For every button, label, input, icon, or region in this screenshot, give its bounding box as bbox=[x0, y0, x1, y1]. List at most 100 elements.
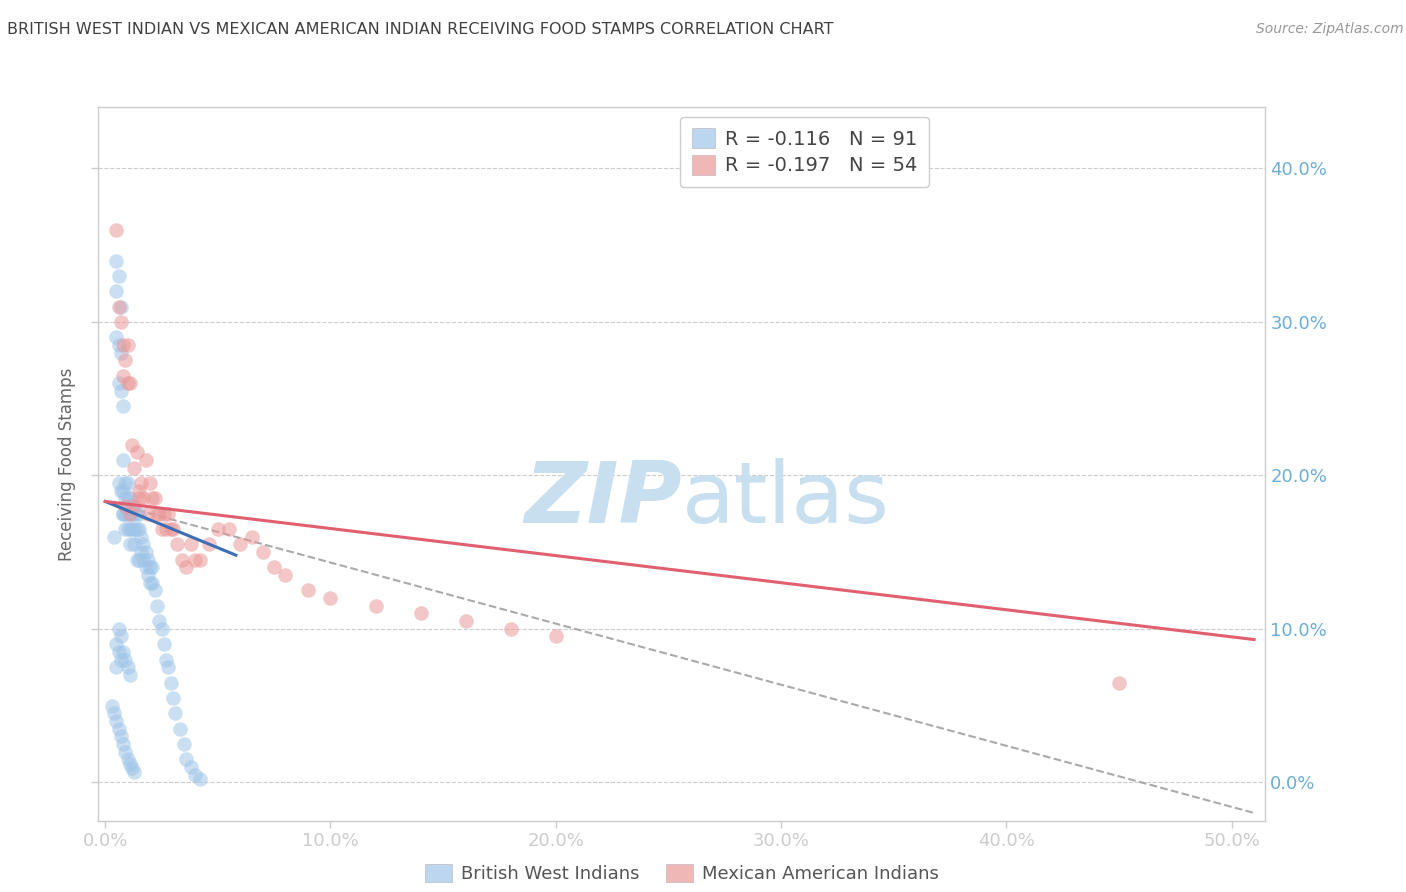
Point bbox=[117, 491, 139, 506]
Point bbox=[110, 315, 132, 329]
Point bbox=[146, 599, 169, 613]
Point bbox=[124, 460, 146, 475]
Point bbox=[252, 545, 274, 559]
Point bbox=[107, 376, 129, 391]
Point bbox=[103, 530, 125, 544]
Point bbox=[114, 353, 136, 368]
Point bbox=[112, 368, 135, 383]
Point bbox=[166, 537, 188, 551]
Point bbox=[114, 499, 136, 513]
Point bbox=[188, 772, 211, 787]
Point bbox=[162, 690, 184, 705]
Point bbox=[174, 752, 197, 766]
Point bbox=[454, 614, 477, 628]
Point bbox=[174, 560, 197, 574]
Point bbox=[112, 399, 135, 413]
Point bbox=[132, 553, 155, 567]
Point bbox=[132, 537, 155, 551]
Point bbox=[125, 553, 148, 567]
Point bbox=[110, 300, 132, 314]
Point bbox=[125, 445, 148, 459]
Point bbox=[107, 622, 129, 636]
Point bbox=[107, 476, 129, 491]
Point bbox=[124, 522, 146, 536]
Point bbox=[150, 522, 173, 536]
Point bbox=[124, 499, 146, 513]
Text: ZIP: ZIP bbox=[524, 458, 682, 541]
Point bbox=[157, 507, 180, 521]
Point bbox=[188, 553, 211, 567]
Point bbox=[146, 507, 169, 521]
Point bbox=[112, 507, 135, 521]
Point bbox=[136, 568, 159, 582]
Point bbox=[114, 652, 136, 666]
Point bbox=[114, 522, 136, 536]
Point bbox=[112, 338, 135, 352]
Point bbox=[105, 223, 128, 237]
Point bbox=[319, 591, 342, 606]
Point bbox=[180, 760, 202, 774]
Point bbox=[141, 575, 163, 590]
Point bbox=[155, 652, 177, 666]
Point bbox=[121, 762, 143, 776]
Point bbox=[162, 522, 184, 536]
Point bbox=[148, 507, 170, 521]
Point bbox=[124, 507, 146, 521]
Legend: British West Indians, Mexican American Indians: British West Indians, Mexican American I… bbox=[418, 856, 946, 890]
Point bbox=[163, 706, 186, 721]
Point bbox=[118, 756, 141, 771]
Point bbox=[124, 537, 146, 551]
Point bbox=[180, 537, 202, 551]
Point bbox=[159, 675, 181, 690]
Point bbox=[184, 553, 207, 567]
Point bbox=[117, 476, 139, 491]
Point bbox=[118, 507, 141, 521]
Point bbox=[297, 583, 319, 598]
Point bbox=[118, 491, 141, 506]
Point bbox=[107, 268, 129, 283]
Text: BRITISH WEST INDIAN VS MEXICAN AMERICAN INDIAN RECEIVING FOOD STAMPS CORRELATION: BRITISH WEST INDIAN VS MEXICAN AMERICAN … bbox=[7, 22, 834, 37]
Point bbox=[263, 560, 285, 574]
Point bbox=[148, 614, 170, 628]
Point bbox=[170, 553, 193, 567]
Point bbox=[110, 384, 132, 398]
Text: atlas: atlas bbox=[682, 458, 890, 541]
Point bbox=[125, 522, 148, 536]
Point bbox=[157, 660, 180, 674]
Point bbox=[155, 522, 177, 536]
Point bbox=[107, 338, 129, 352]
Point bbox=[117, 752, 139, 766]
Point bbox=[128, 483, 150, 498]
Point bbox=[107, 300, 129, 314]
Point bbox=[112, 645, 135, 659]
Point bbox=[499, 622, 522, 636]
Point bbox=[139, 560, 162, 574]
Point bbox=[136, 507, 159, 521]
Point bbox=[124, 764, 146, 779]
Point bbox=[121, 437, 143, 451]
Point bbox=[110, 483, 132, 498]
Point bbox=[117, 376, 139, 391]
Point bbox=[114, 476, 136, 491]
Point bbox=[184, 767, 207, 781]
Point bbox=[150, 622, 173, 636]
Point bbox=[112, 507, 135, 521]
Point bbox=[105, 660, 128, 674]
Point bbox=[117, 522, 139, 536]
Point bbox=[132, 491, 155, 506]
Point bbox=[101, 698, 124, 713]
Point bbox=[129, 476, 152, 491]
Point bbox=[125, 507, 148, 521]
Point bbox=[364, 599, 387, 613]
Point bbox=[128, 553, 150, 567]
Point bbox=[218, 522, 240, 536]
Point bbox=[198, 537, 221, 551]
Point bbox=[152, 507, 174, 521]
Point bbox=[207, 522, 229, 536]
Point bbox=[114, 491, 136, 506]
Point bbox=[1108, 675, 1130, 690]
Point bbox=[121, 499, 143, 513]
Point bbox=[118, 507, 141, 521]
Point bbox=[136, 553, 159, 567]
Point bbox=[118, 376, 141, 391]
